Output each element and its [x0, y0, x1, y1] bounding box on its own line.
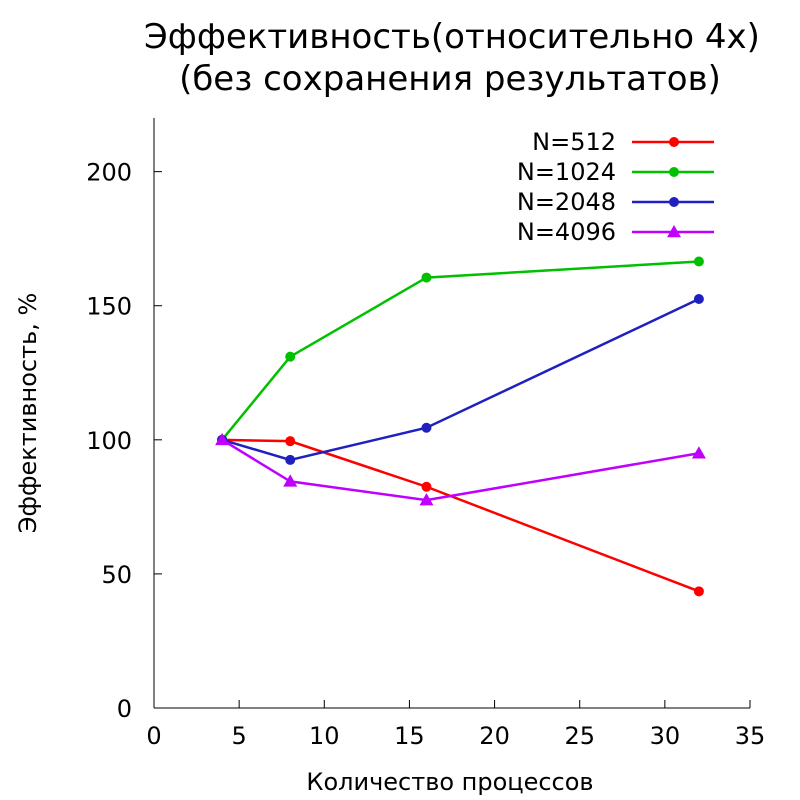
- series-line: [222, 438, 700, 593]
- data-point: [421, 422, 432, 433]
- y-tick-label: 150: [86, 293, 132, 321]
- series-line: [221, 297, 700, 462]
- legend-item: N=4096: [517, 218, 714, 246]
- data-point: [419, 493, 434, 506]
- legend-item: N=2048: [517, 188, 714, 216]
- legend-marker: [669, 137, 679, 147]
- series-1: [217, 256, 704, 445]
- legend-label: N=512: [532, 128, 616, 156]
- legend-item: N=1024: [517, 158, 714, 186]
- chart-subtitle: (без сохранения результатов): [179, 59, 721, 99]
- x-tick-label: 15: [394, 722, 425, 750]
- y-tick-label: 50: [101, 561, 132, 589]
- chart-title: Эффективность(относительно 4x): [144, 17, 760, 57]
- legend-item: N=512: [532, 128, 714, 156]
- legend-label: N=1024: [517, 158, 616, 186]
- series-line: [221, 438, 700, 502]
- y-axis-label: Эффективность, %: [14, 293, 42, 534]
- x-tick-label: 5: [232, 722, 247, 750]
- x-tick-label: 10: [309, 722, 340, 750]
- data-point: [693, 586, 704, 597]
- data-point: [421, 272, 432, 283]
- data-point: [285, 436, 296, 447]
- data-point: [283, 474, 298, 487]
- data-point: [421, 481, 432, 492]
- data-point: [691, 446, 706, 459]
- x-axis-label: Количество процессов: [306, 768, 593, 796]
- y-tick-label: 100: [86, 427, 132, 455]
- x-tick-label: 0: [146, 722, 161, 750]
- y-tick-label: 200: [86, 159, 132, 187]
- x-tick-label: 35: [735, 722, 766, 750]
- x-tick-label: 30: [650, 722, 681, 750]
- y-tick-label: 0: [117, 695, 132, 723]
- data-point: [693, 256, 704, 267]
- legend-label: N=4096: [517, 218, 616, 246]
- data-point: [693, 294, 704, 305]
- data-point: [215, 432, 230, 446]
- legend-marker: [667, 225, 681, 238]
- legend-label: N=2048: [517, 188, 616, 216]
- legend-marker: [669, 197, 679, 207]
- series-line: [221, 260, 699, 441]
- series-3: [215, 432, 706, 506]
- data-point: [285, 454, 296, 465]
- series-layer: [215, 256, 706, 597]
- plot-axes: [153, 118, 750, 709]
- legend-marker: [669, 167, 679, 177]
- x-tick-label: 25: [564, 722, 595, 750]
- x-tick-label: 20: [479, 722, 510, 750]
- axis-ticks: 0 5 10 15 20 25 30 35 0 50 100 150 200: [86, 159, 765, 750]
- data-point: [285, 351, 296, 362]
